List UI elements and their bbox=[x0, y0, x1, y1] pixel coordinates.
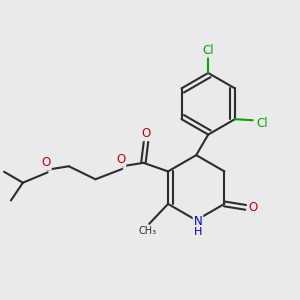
Text: O: O bbox=[142, 127, 151, 140]
Text: CH₃: CH₃ bbox=[138, 226, 157, 236]
Text: O: O bbox=[248, 201, 258, 214]
Text: O: O bbox=[116, 153, 125, 166]
Text: O: O bbox=[41, 156, 51, 169]
Text: N: N bbox=[194, 215, 202, 228]
Text: Cl: Cl bbox=[202, 44, 214, 56]
Text: Cl: Cl bbox=[256, 117, 268, 130]
Text: H: H bbox=[194, 227, 202, 237]
